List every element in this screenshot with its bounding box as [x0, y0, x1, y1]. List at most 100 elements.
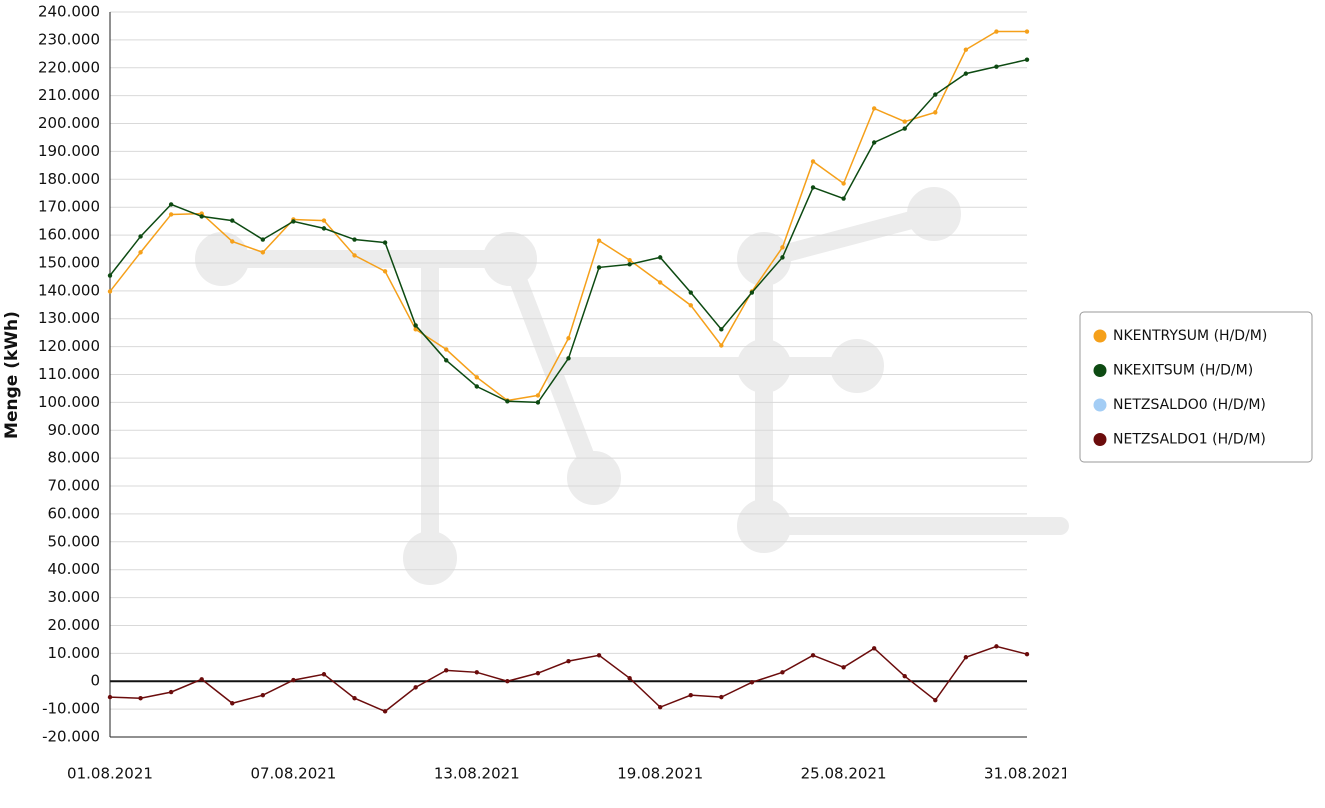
data-point	[321, 672, 327, 677]
data-point	[382, 269, 388, 274]
y-tick-label: 140.000	[38, 281, 100, 299]
data-point	[780, 255, 785, 260]
data-point	[596, 653, 602, 658]
watermark	[195, 187, 1069, 585]
y-tick-label: 30.000	[48, 588, 101, 606]
y-tick-label: 220.000	[38, 58, 100, 76]
x-tick-labels: 01.08.2021 07.08.2021 13.08.2021 19.08.2021…	[67, 765, 1070, 783]
y-tick-label: 0	[90, 672, 100, 690]
data-point	[535, 670, 541, 676]
data-point	[138, 696, 143, 701]
x-tick-label: 07.08.2021	[250, 765, 336, 783]
data-point	[994, 29, 999, 34]
data-point	[352, 253, 357, 258]
x-tick-label: 13.08.2021	[434, 765, 520, 783]
data-point	[291, 677, 296, 683]
y-tick-label: 160.000	[38, 226, 100, 244]
data-point	[321, 226, 327, 231]
data-point	[933, 92, 938, 97]
data-point	[963, 655, 969, 660]
data-point	[688, 692, 693, 698]
data-point	[474, 375, 479, 380]
y-tick-label: 170.000	[38, 198, 100, 216]
data-point	[444, 358, 449, 363]
data-point	[780, 670, 785, 675]
data-point	[841, 181, 846, 186]
x-tick-label: 31.08.2021	[984, 765, 1070, 783]
legend-marker	[1093, 364, 1107, 377]
legend-label: NKENTRYSUM (H/D/M)	[1113, 328, 1267, 344]
legend-label: NETZSALDO0 (H/D/M)	[1113, 397, 1266, 413]
y-tick-label: 180.000	[38, 170, 100, 188]
data-point	[138, 234, 143, 239]
series-line	[109, 645, 1028, 713]
data-point	[168, 202, 174, 207]
data-point	[627, 675, 632, 681]
data-point	[841, 665, 846, 670]
data-point	[963, 47, 969, 52]
data-point	[871, 106, 877, 111]
data-point	[566, 336, 571, 341]
data-point	[474, 670, 479, 675]
data-point	[352, 696, 357, 701]
y-tick-label: -10.000	[42, 700, 100, 718]
data-point	[810, 653, 816, 658]
y-tick-label: 10.000	[48, 644, 101, 662]
data-point	[260, 237, 266, 242]
data-point	[902, 674, 907, 679]
data-point	[658, 255, 663, 260]
data-point	[566, 356, 571, 361]
data-point	[107, 694, 113, 700]
y-tick-label: 150.000	[38, 253, 100, 271]
data-point	[444, 347, 449, 352]
data-point	[902, 119, 907, 124]
data-point	[688, 290, 693, 295]
data-point	[230, 239, 235, 244]
data-point	[230, 218, 235, 223]
data-point	[321, 218, 327, 223]
data-point	[382, 240, 388, 245]
data-point	[199, 214, 204, 219]
data-point	[658, 280, 663, 285]
legend-label: NKEXITSUM (H/D/M)	[1113, 363, 1253, 379]
data-point	[719, 694, 724, 700]
x-tick-label: 01.08.2021	[67, 765, 153, 783]
data-point	[688, 303, 693, 308]
data-point	[352, 237, 357, 242]
data-point	[444, 668, 449, 673]
data-point	[566, 658, 571, 664]
data-point	[199, 677, 204, 682]
y-tick-label: 200.000	[38, 114, 100, 132]
data-point	[719, 327, 724, 332]
data-point	[658, 704, 663, 710]
data-point	[596, 238, 602, 243]
data-point	[810, 185, 816, 190]
y-tick-label: 110.000	[38, 365, 100, 383]
data-point	[841, 196, 846, 201]
y-tick-label: 60.000	[48, 504, 101, 522]
data-point	[963, 71, 969, 76]
data-point	[994, 644, 999, 649]
legend-marker	[1093, 329, 1107, 343]
data-point	[535, 400, 541, 405]
data-point	[505, 399, 510, 404]
data-point	[871, 140, 877, 145]
data-point	[260, 692, 266, 698]
data-point	[168, 689, 174, 695]
data-point	[1024, 57, 1030, 62]
data-point	[871, 646, 877, 651]
data-point	[902, 126, 907, 131]
data-point	[413, 685, 418, 690]
data-point	[107, 273, 113, 278]
data-point	[627, 262, 632, 267]
data-point	[780, 245, 785, 250]
data-point	[474, 384, 479, 389]
data-point	[749, 290, 755, 295]
data-point	[138, 250, 143, 255]
data-point	[933, 697, 938, 703]
data-point	[994, 64, 999, 69]
data-point	[291, 219, 296, 224]
y-tick-label: 40.000	[48, 560, 101, 578]
data-point	[627, 257, 632, 263]
